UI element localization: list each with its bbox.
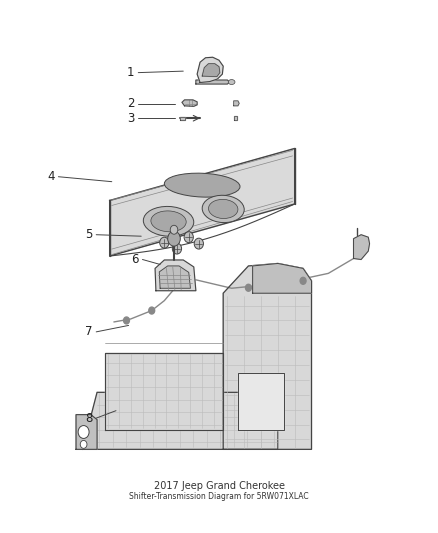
Text: 2017 Jeep Grand Cherokee: 2017 Jeep Grand Cherokee (153, 481, 285, 491)
Text: 3: 3 (127, 112, 134, 125)
Ellipse shape (202, 195, 244, 223)
Text: 4: 4 (47, 170, 55, 183)
Circle shape (184, 232, 193, 243)
Polygon shape (238, 373, 284, 430)
Text: 7: 7 (85, 325, 92, 338)
Text: Shifter-Transmission Diagram for 5RW071XLAC: Shifter-Transmission Diagram for 5RW071X… (129, 492, 309, 502)
Polygon shape (76, 415, 97, 449)
Circle shape (160, 237, 169, 248)
Circle shape (300, 277, 306, 284)
Polygon shape (234, 101, 239, 106)
Circle shape (168, 231, 180, 246)
Polygon shape (110, 149, 295, 256)
Circle shape (245, 284, 251, 291)
Circle shape (149, 307, 155, 314)
Ellipse shape (228, 79, 235, 85)
Circle shape (78, 425, 89, 439)
Polygon shape (182, 100, 197, 106)
Circle shape (172, 243, 182, 254)
Polygon shape (155, 260, 196, 290)
Polygon shape (196, 80, 230, 84)
Polygon shape (197, 57, 223, 83)
Ellipse shape (143, 206, 194, 236)
Circle shape (170, 225, 178, 234)
Text: 8: 8 (85, 411, 92, 425)
Circle shape (194, 238, 203, 249)
Polygon shape (253, 263, 311, 293)
Circle shape (80, 440, 87, 448)
Polygon shape (180, 117, 184, 120)
Polygon shape (202, 64, 220, 77)
Polygon shape (82, 392, 278, 449)
Circle shape (124, 317, 130, 324)
Text: 2: 2 (127, 98, 134, 110)
Text: 6: 6 (131, 253, 139, 266)
Text: 1: 1 (127, 66, 134, 79)
Text: 5: 5 (85, 228, 92, 241)
Polygon shape (159, 266, 191, 288)
Polygon shape (234, 116, 237, 120)
Polygon shape (223, 263, 311, 449)
Polygon shape (353, 235, 370, 260)
Polygon shape (106, 353, 223, 430)
Ellipse shape (164, 173, 240, 197)
Ellipse shape (151, 211, 186, 232)
Ellipse shape (208, 199, 238, 219)
